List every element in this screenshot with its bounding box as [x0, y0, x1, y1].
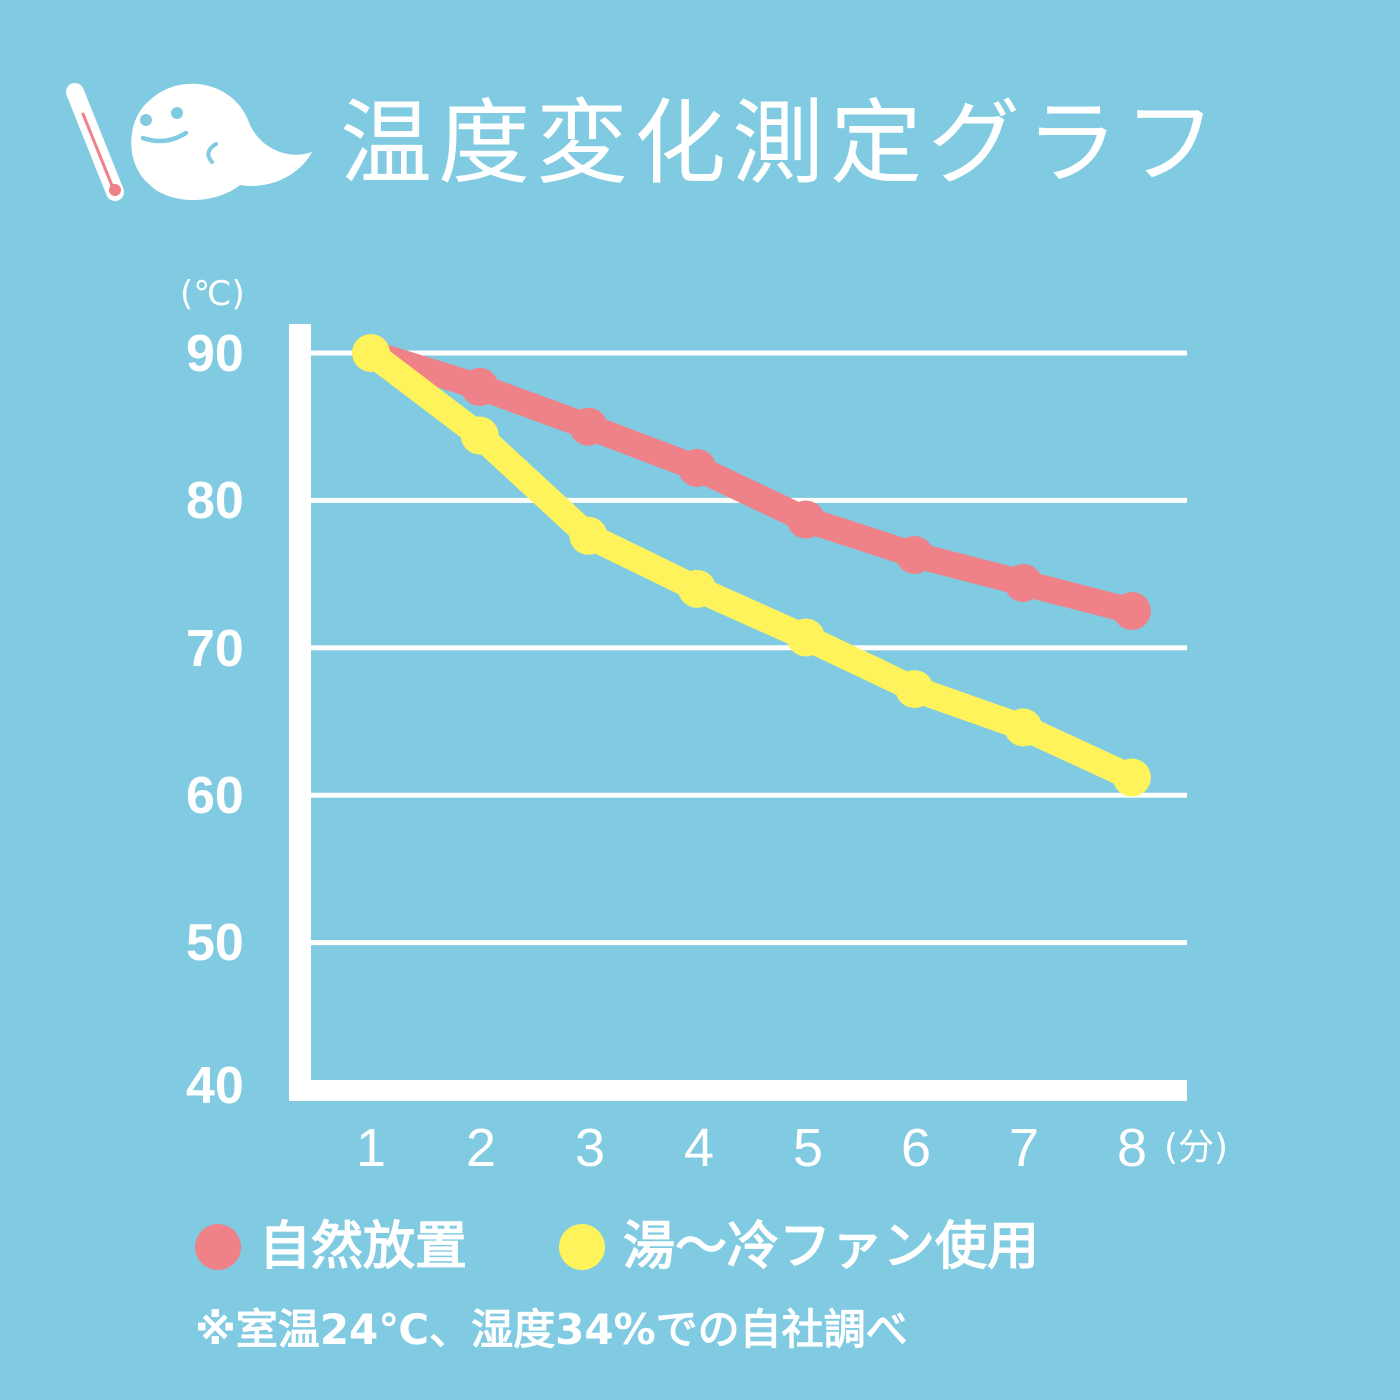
data-point: [786, 618, 825, 657]
gridlines: [311, 350, 1187, 946]
legend-label-fan: 湯〜冷ファン使用: [623, 1217, 1040, 1277]
x-tick-7: 7: [1008, 1118, 1040, 1178]
series-fan: [352, 334, 1151, 797]
y-tick-80: 80: [186, 472, 244, 530]
chart-legend: 自然放置 湯〜冷ファン使用: [195, 1215, 1131, 1279]
y-tick-60: 60: [186, 767, 244, 825]
data-point: [786, 500, 825, 539]
data-point: [1112, 758, 1151, 797]
data-point: [895, 670, 934, 709]
data-series: [352, 334, 1151, 797]
data-point: [569, 516, 608, 555]
gridline-70: [311, 645, 1187, 651]
footnote: ※室温24℃、湿度34%での自社調べ: [195, 1305, 908, 1354]
legend-label-natural: 自然放置: [259, 1217, 468, 1277]
y-axis-unit: (℃): [180, 274, 245, 314]
ghost-icon: [131, 83, 312, 200]
series-line: [363, 342, 1138, 790]
data-point: [678, 569, 717, 608]
data-point: [678, 448, 717, 487]
data-point: [569, 407, 608, 446]
x-tick-1: 1: [355, 1118, 387, 1178]
x-axis-line: [289, 1080, 1187, 1101]
series-natural: [352, 334, 1151, 630]
data-point: [1004, 563, 1043, 602]
data-point: [352, 334, 390, 372]
x-tick-6: 6: [900, 1118, 932, 1178]
legend-item-natural: 自然放置: [195, 1215, 467, 1279]
y-tick-50: 50: [186, 914, 244, 972]
y-axis-line: [289, 324, 311, 1101]
legend-dot-yellow-icon: [559, 1224, 606, 1270]
thermometer-icon: [66, 83, 124, 201]
gridline-60: [311, 792, 1187, 798]
data-point: [1004, 708, 1043, 747]
legend-dot-red-icon: [195, 1224, 241, 1270]
data-point: [460, 416, 499, 455]
x-tick-3: 3: [574, 1118, 606, 1178]
data-point: [895, 535, 934, 574]
legend-item-fan: 湯〜冷ファン使用: [559, 1215, 1039, 1279]
gridline-90: [311, 350, 1187, 356]
gridline-50: [311, 940, 1187, 946]
x-tick-5: 5: [792, 1118, 824, 1178]
x-tick-4: 4: [683, 1118, 715, 1178]
data-point: [1112, 591, 1151, 630]
x-tick-2: 2: [465, 1118, 497, 1178]
chart-title: 温度変化測定グラフ: [340, 90, 1223, 197]
x-tick-8: 8: [1116, 1118, 1148, 1178]
x-axis-unit: (分): [1164, 1127, 1229, 1168]
y-tick-40: 40: [186, 1057, 244, 1115]
y-tick-90: 90: [186, 325, 244, 383]
data-point: [460, 367, 499, 406]
y-tick-70: 70: [186, 620, 244, 678]
ghost-with-thermometer-icon: [66, 83, 312, 201]
